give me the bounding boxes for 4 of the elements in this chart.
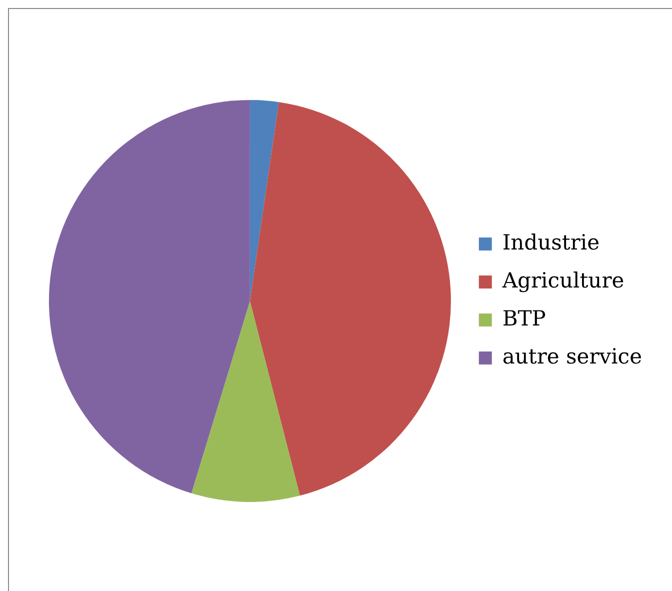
legend-label: autre service <box>502 344 642 368</box>
legend-label: BTP <box>502 306 546 330</box>
legend-label: Agriculture <box>501 268 624 292</box>
legend-label: Industrie <box>502 230 600 254</box>
